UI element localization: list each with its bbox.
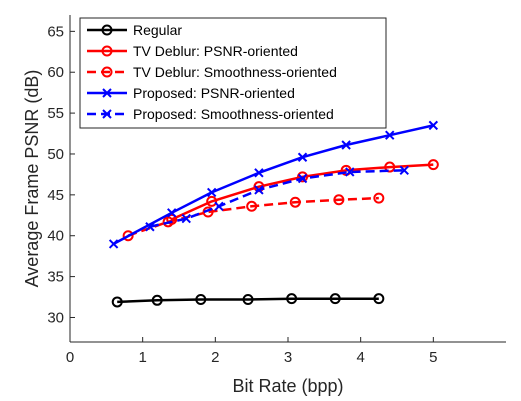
y-tick-label: 40 [47,228,64,245]
y-tick-label: 35 [47,269,64,286]
x-tick-label: 1 [138,349,146,366]
series-5-point [345,167,355,177]
x-tick-label: 4 [356,349,364,366]
legend: Regular TV Deblur: PSNR-oriented TV Deblur… [79,17,387,129]
series-1 [111,293,385,308]
series-5 [145,165,409,232]
series-2-point [384,161,396,173]
series-4-point [254,168,264,178]
x-tick-label: 0 [66,349,74,366]
series-2-point [206,195,218,207]
y-tick-label: 55 [47,105,64,122]
series-2-point [297,171,309,183]
legend-label: Proposed: PSNR-oriented [133,85,295,101]
legend-swatch-marker [101,24,113,36]
series-4-point [297,152,308,162]
legend-label: Regular [133,22,182,38]
series-5-point [181,213,191,224]
series-4-line [113,124,434,246]
y-tick-label: 65 [47,23,64,40]
series-4-point [341,140,351,150]
series-3-point [202,206,214,218]
series-1-point [373,293,385,305]
legend-label: TV Deblur: PSNR-oriented [133,43,298,59]
x-tick-label: 2 [211,349,219,366]
series-3-point [373,192,385,204]
series-1-point [286,293,298,305]
x-tick-label: 5 [429,349,437,366]
series-4-point [167,208,177,218]
legend-entry-1: Regular [87,22,182,38]
series-4-point [206,187,217,198]
y-tick-label: 50 [47,146,64,163]
series-3-point [246,200,258,212]
series-1-point [151,294,163,306]
x-tick-label: 3 [284,349,292,366]
series-5-point [214,201,224,212]
series-1-point [329,293,341,305]
series-4-point [385,130,395,140]
legend-swatch-marker [102,88,112,98]
legend-entry-2: TV Deblur: PSNR-oriented [87,43,298,59]
series-3-point [162,216,174,228]
series-layer [108,120,439,308]
legend-swatch-marker [102,109,112,119]
series-5-point [297,173,308,184]
series-1-point [111,296,123,308]
legend-entry-3: TV Deblur: Smoothness-oriented [87,64,337,80]
y-tick-label: 30 [47,309,64,326]
legend-swatch-marker [101,66,113,78]
series-2-point [427,159,439,171]
legend-entry-4: Proposed: PSNR-oriented [87,85,295,101]
series-1-point [195,293,207,305]
series-4-point [428,120,439,131]
legend-label: TV Deblur: Smoothness-oriented [133,64,337,80]
series-4-point [108,239,119,249]
series-3-point [122,230,134,242]
x-axis-label: Bit Rate (bpp) [232,376,343,396]
series-1-line [117,297,379,304]
y-axis-label: Average Frame PSNR (dB) [22,70,42,288]
series-2-line [171,163,434,221]
y-tick-label: 60 [47,64,64,81]
series-5-point [254,185,264,195]
series-5-point [399,165,409,176]
series-3-point [333,194,345,206]
series-1-point [242,293,254,305]
series-4 [108,120,439,249]
series-3-point [289,196,301,208]
legend-entry-5: Proposed: Smoothness-oriented [87,106,334,122]
legend-box [79,17,387,129]
legend-label: Proposed: Smoothness-oriented [133,106,334,122]
legend-swatch-marker [101,45,113,57]
y-tick-label: 45 [47,187,64,204]
series-5-point [145,222,155,232]
